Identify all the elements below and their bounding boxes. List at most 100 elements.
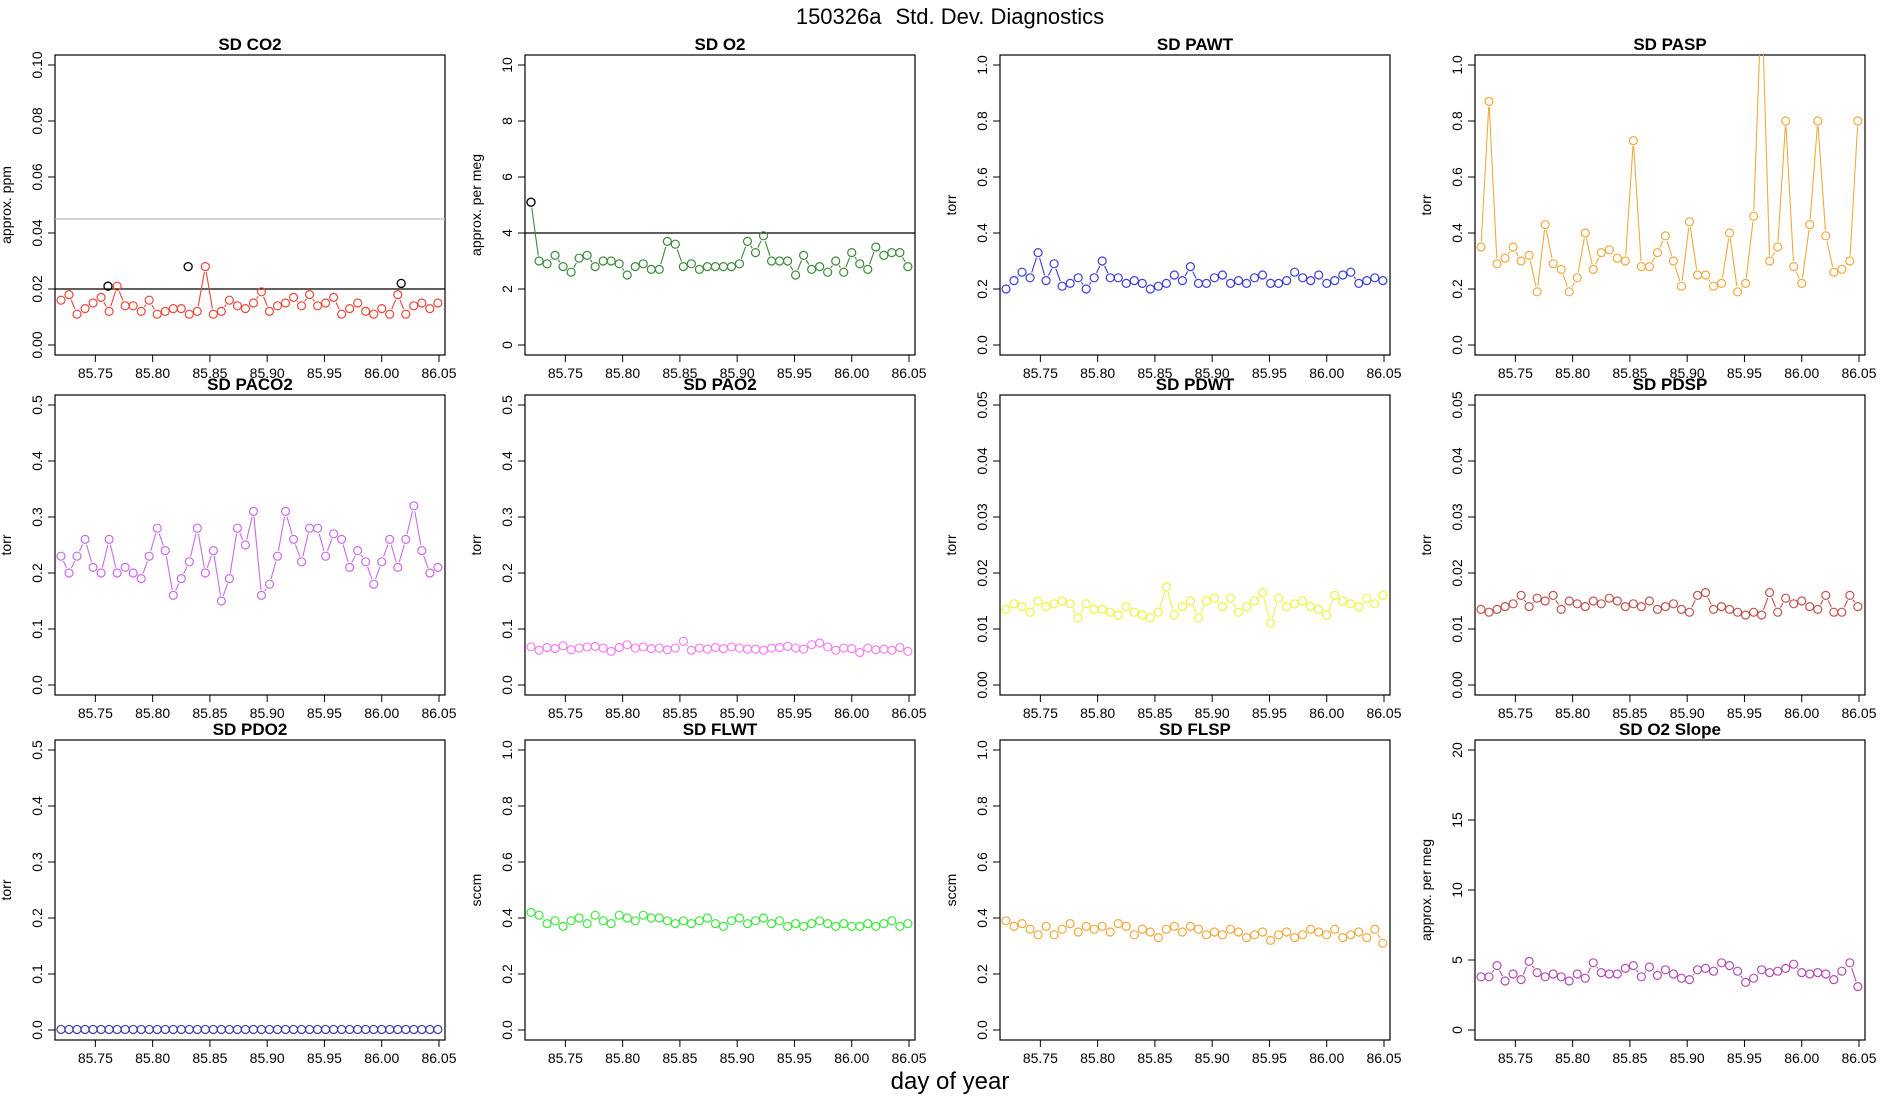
y-tick-label: 10 (499, 57, 515, 73)
data-point (1257, 587, 1268, 598)
x-tick-label: 85.75 (1023, 365, 1058, 381)
x-tick-label: 86.05 (421, 705, 456, 721)
series-segment (158, 533, 164, 546)
series-segment (342, 544, 349, 563)
data-point (1033, 930, 1043, 940)
data-point (72, 1024, 82, 1035)
series-segment (1072, 608, 1076, 614)
x-tick-label: 85.75 (1498, 1050, 1533, 1066)
data-point (433, 1024, 443, 1035)
data-point (1789, 262, 1799, 272)
plot-frame (999, 54, 1391, 356)
y-tick-label: 0 (1449, 1026, 1465, 1034)
data-point (216, 1024, 226, 1035)
series-segment (1080, 608, 1084, 614)
data-point (216, 306, 226, 316)
data-point (823, 918, 833, 929)
series-segment (1771, 251, 1776, 257)
data-point (385, 534, 395, 545)
data-point (385, 1024, 395, 1035)
data-point (1249, 273, 1260, 283)
data-point (1185, 262, 1196, 272)
data-point (176, 304, 186, 314)
data-point (1105, 927, 1115, 937)
data-point (1081, 284, 1091, 294)
data-point (1821, 590, 1831, 601)
data-point (718, 643, 729, 654)
data-point (353, 298, 363, 308)
data-point (1217, 601, 1228, 612)
series-segment (197, 271, 205, 307)
data-point (1716, 278, 1727, 288)
data-point (1137, 278, 1147, 288)
data-point (582, 250, 592, 260)
page-title: 150326a Std. Dev. Diagnostics (0, 4, 1900, 30)
data-point (670, 239, 680, 249)
series-segment (165, 555, 173, 591)
data-point (1580, 601, 1590, 612)
data-point (1532, 593, 1542, 603)
data-point (1492, 960, 1502, 971)
series-segment (1192, 605, 1197, 614)
data-point (232, 301, 242, 311)
shared-xlabel: day of year (890, 1068, 1010, 1095)
data-point (1041, 276, 1051, 286)
series-segment (78, 544, 84, 552)
data-point (726, 262, 737, 272)
data-point (1476, 972, 1486, 982)
data-point (831, 256, 841, 266)
data-point (1604, 593, 1614, 603)
chart-title: SD PAWT (1157, 35, 1234, 54)
series-segment (1827, 600, 1832, 608)
data-point (144, 551, 154, 561)
data-point (377, 304, 387, 314)
data-point (1105, 273, 1115, 283)
series-segment (270, 561, 277, 580)
data-point (790, 270, 801, 280)
data-point (1330, 924, 1340, 934)
data-point (417, 298, 427, 308)
data-point (208, 545, 218, 556)
y-tick-label: 0.0 (29, 1020, 45, 1040)
data-point (646, 913, 656, 923)
data-point (1001, 284, 1011, 294)
data-point (558, 262, 568, 272)
series-segment (1232, 602, 1237, 608)
x-tick-label: 85.80 (605, 365, 640, 381)
data-point (1225, 924, 1236, 934)
series-segment (304, 298, 307, 302)
y-tick-label: 0.3 (499, 507, 515, 527)
data-point (1476, 604, 1486, 615)
x-tick-label: 85.80 (135, 1050, 170, 1066)
data-point (1193, 278, 1204, 288)
data-point (1354, 601, 1364, 612)
data-point (272, 551, 283, 561)
data-point (694, 916, 704, 926)
series-segment (1762, 597, 1769, 611)
data-point (1652, 248, 1663, 258)
data-point (1556, 604, 1566, 615)
data-point (1829, 267, 1839, 277)
data-point (208, 309, 218, 319)
data-point (1314, 270, 1324, 280)
data-point (361, 557, 371, 567)
data-point (1732, 607, 1743, 617)
series-segment (109, 544, 117, 568)
y-axis-label: sccm (943, 874, 959, 907)
data-point (1330, 276, 1340, 286)
data-point (622, 270, 632, 280)
data-point (1330, 590, 1340, 601)
x-tick-label: 85.75 (548, 1050, 583, 1066)
data-point (598, 256, 608, 266)
data-point (1306, 601, 1316, 612)
data-point (1716, 601, 1727, 612)
data-point (1065, 278, 1075, 288)
data-point (208, 1024, 218, 1035)
data-point (128, 301, 138, 311)
data-point (847, 248, 857, 258)
series-segment (1587, 967, 1592, 974)
y-tick-label: 0.6 (499, 852, 515, 872)
data-point (1620, 601, 1630, 612)
data-point (393, 290, 403, 300)
data-point (622, 640, 632, 650)
